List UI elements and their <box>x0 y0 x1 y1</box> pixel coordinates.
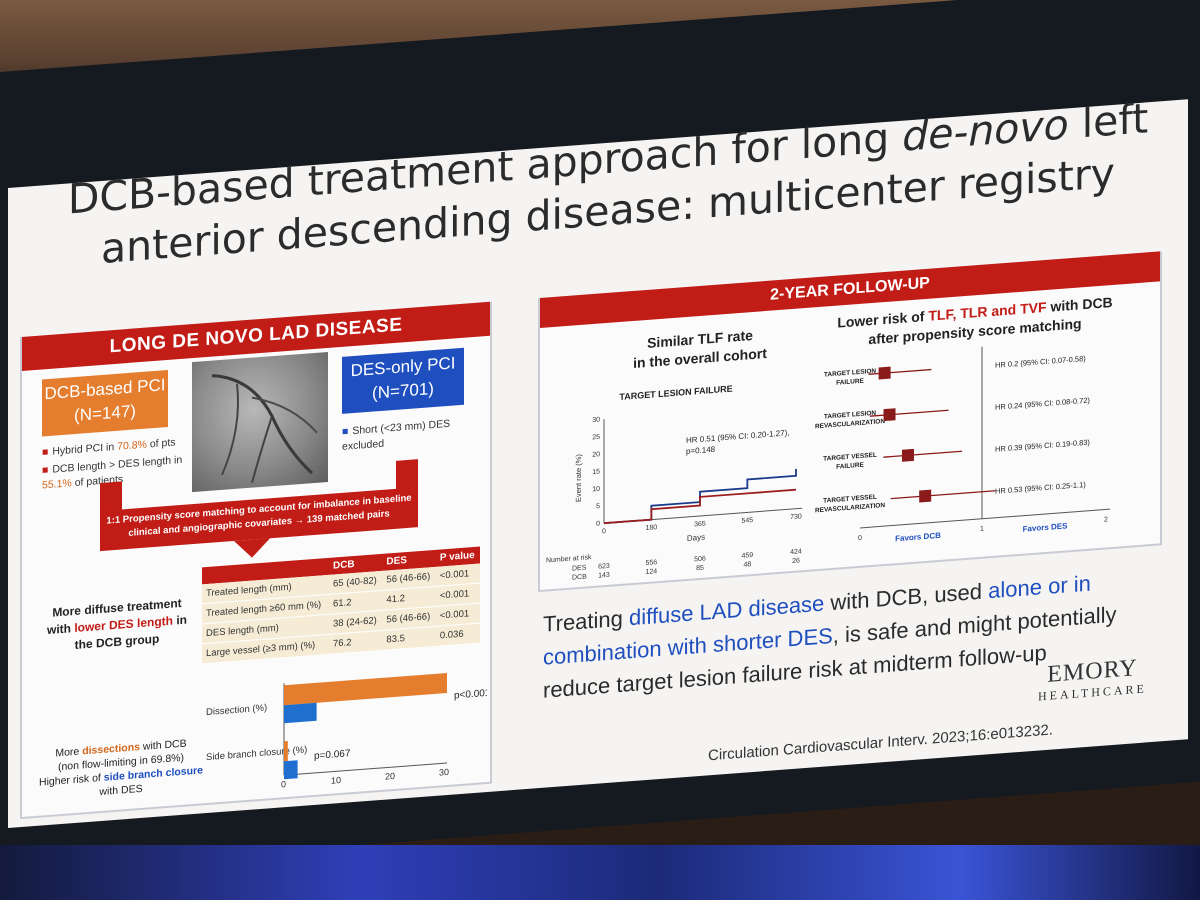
km-ytick-25: 25 <box>592 434 600 442</box>
risk-des-365: 506 <box>694 556 706 564</box>
bar-dissection-des <box>284 702 317 724</box>
km-hr-line2: p=0.148 <box>686 445 716 456</box>
svg-text:FAILURE: FAILURE <box>836 462 864 471</box>
bullet-square-icon: ■ <box>342 425 349 438</box>
km-xtick-180: 180 <box>646 524 658 532</box>
risk-des-730: 424 <box>790 548 802 556</box>
favors-dcb-label: Favors DCB <box>895 531 941 543</box>
left-panel: LONG DE NOVO LAD DISEASE DCB-based PCI (… <box>20 301 492 820</box>
km-xlabel: Days <box>687 533 705 543</box>
diffuse-treatment-label: More diffuse treatment with lower DES le… <box>46 595 187 652</box>
svg-text:TARGET VESSEL: TARGET VESSEL <box>823 452 877 463</box>
forest-tick-1: 1 <box>980 526 984 533</box>
forest-ci-tvf <box>883 450 963 458</box>
km-subtitle: TARGET LESION FAILURE <box>619 384 732 402</box>
forest-plot: TARGET LESION FAILURE HR 0.2 (95% CI: 0.… <box>815 346 1110 543</box>
bar-tick-30: 30 <box>439 767 449 778</box>
favors-des-label: Favors DES <box>1023 521 1069 533</box>
pvalue-side-branch: p=0.067 <box>314 748 351 762</box>
svg-text:HR 0.24 (95% CI: 0.08-0.72): HR 0.24 (95% CI: 0.08-0.72) <box>995 396 1090 412</box>
forest-point-tvr <box>919 489 932 503</box>
pvalue-dissection: p<0.001 <box>454 688 487 702</box>
des-group-box: DES-only PCI (N=701) <box>342 347 464 414</box>
risk-title: Number at risk <box>546 554 592 564</box>
complications-bar-chart: Dissection (%) Side branch closure (%) p… <box>206 672 487 789</box>
svg-text:TARGET VESSEL: TARGET VESSEL <box>823 494 877 505</box>
emory-healthcare-logo: EMORY HEALTHCARE <box>1038 655 1147 704</box>
svg-text:FAILURE: FAILURE <box>836 378 864 387</box>
bullet-square-icon: ■ <box>42 463 49 477</box>
risk-dcb-730: 26 <box>792 557 800 565</box>
bar-axis-x <box>284 762 447 776</box>
bracket-arrow-right <box>396 459 418 491</box>
bar-tick-20: 20 <box>385 771 395 782</box>
bar-dissection-dcb <box>284 672 447 706</box>
angiogram-vessels <box>211 374 318 483</box>
risk-dcb-545: 48 <box>743 561 751 569</box>
bracket-arrow-left <box>100 481 122 514</box>
right-panel: 2-YEAR FOLLOW-UP Similar TLF rate in the… <box>538 251 1162 593</box>
forest-tick-2: 2 <box>1104 516 1108 523</box>
forest-ci-tvr <box>890 490 996 500</box>
forest-row: TARGET VESSEL REVASCULARIZATION HR 0.53 … <box>815 480 1086 514</box>
forest-axis <box>860 508 1110 529</box>
km-xtick-730: 730 <box>790 513 802 521</box>
presentation-slide: DCB-based treatment approach for long de… <box>8 99 1188 829</box>
down-arrow-icon <box>234 538 270 560</box>
km-ytick-5: 5 <box>596 503 600 510</box>
bullet-square-icon: ■ <box>42 445 49 459</box>
bar-tick-0: 0 <box>281 779 286 789</box>
forest-ci-tlr <box>869 409 949 417</box>
risk-des-0: 623 <box>598 563 610 571</box>
forest-tick-0: 0 <box>858 535 862 542</box>
svg-text:HR 0.2 (95% CI: 0.07-0.58): HR 0.2 (95% CI: 0.07-0.58) <box>995 354 1086 370</box>
km-ytick-20: 20 <box>592 451 600 459</box>
angiogram-image <box>192 351 328 493</box>
des-bullet-excluded: ■ Short (<23 mm) DES excluded <box>342 417 451 453</box>
km-ytick-30: 30 <box>592 416 600 424</box>
bar-tick-10: 10 <box>331 775 341 786</box>
risk-des-545: 459 <box>742 552 754 560</box>
forest-ci-tlf <box>868 368 932 375</box>
bar-sidebranch-des <box>284 760 298 780</box>
risk-dcb-label: DCB <box>572 573 587 581</box>
bar-label-side-branch: Side branch closure (%) <box>206 745 307 764</box>
svg-text:HR 0.53 (95% CI: 0.25-1.1): HR 0.53 (95% CI: 0.25-1.1) <box>995 480 1086 496</box>
forest-point-tlf <box>878 366 891 380</box>
forest-row: TARGET VESSEL FAILURE HR 0.39 (95% CI: 0… <box>823 438 1090 471</box>
dissection-summary: More dissections with DCB (non flow-limi… <box>39 737 203 799</box>
forest-point-tvf <box>901 448 914 462</box>
svg-text:TARGET LESION: TARGET LESION <box>824 368 876 379</box>
risk-dcb-0: 143 <box>598 572 610 580</box>
svg-text:TARGET LESION: TARGET LESION <box>824 410 876 421</box>
risk-dcb-365: 85 <box>696 565 704 573</box>
km-xtick-0: 0 <box>602 528 606 535</box>
km-series-dcb <box>604 488 796 525</box>
km-xtick-545: 545 <box>742 517 754 525</box>
svg-text:HR 0.39 (95% CI: 0.19-0.83): HR 0.39 (95% CI: 0.19-0.83) <box>995 438 1090 454</box>
km-ylabel: Event rate (%) <box>574 453 583 502</box>
dcb-group-box: DCB-based PCI (N=147) <box>42 369 168 437</box>
bar-sidebranch-dcb <box>284 740 288 762</box>
km-hr-line1: HR 0.51 (95% CI: 0.20-1.27), <box>686 428 789 445</box>
results-table: DCB DES P value Treated length (mm) 65 (… <box>202 546 480 665</box>
risk-des-label: DES <box>572 564 587 572</box>
km-ytick-15: 15 <box>592 468 600 476</box>
stage-lighting <box>0 845 1200 900</box>
forest-row: TARGET LESION FAILURE HR 0.2 (95% CI: 0.… <box>824 354 1086 387</box>
km-xtick-365: 365 <box>694 521 706 529</box>
forest-row: TARGET LESION REVASCULARIZATION HR 0.24 … <box>815 396 1090 431</box>
km-ytick-0: 0 <box>596 520 600 527</box>
km-curve-chart: TARGET LESION FAILURE Event rate (%) Day… <box>546 384 802 582</box>
risk-des-180: 556 <box>646 559 658 567</box>
bar-label-dissection: Dissection (%) <box>206 703 267 719</box>
km-ytick-10: 10 <box>592 486 600 494</box>
forest-point-tlr <box>883 408 896 422</box>
risk-dcb-180: 124 <box>646 568 658 576</box>
